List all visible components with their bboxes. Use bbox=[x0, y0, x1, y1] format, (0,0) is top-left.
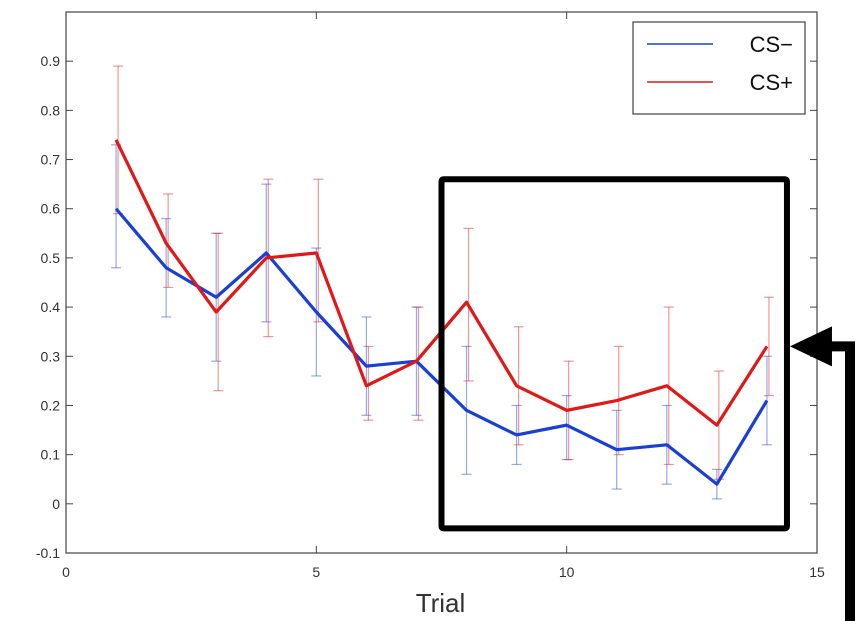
x-tick-label: 5 bbox=[312, 564, 320, 580]
legend-label: CS− bbox=[750, 32, 793, 57]
y-tick-label: 0.6 bbox=[41, 201, 61, 217]
plot-area bbox=[65, 11, 818, 554]
y-tick-label: 0.9 bbox=[41, 53, 61, 69]
legend-box bbox=[632, 21, 806, 115]
y-tick-label: 0.2 bbox=[41, 397, 61, 413]
plot-frame bbox=[65, 11, 818, 554]
y-tick-label: 0.1 bbox=[41, 447, 61, 463]
y-tick-label: -0.1 bbox=[36, 545, 60, 561]
x-tick-label: 15 bbox=[809, 564, 825, 580]
legend: CS− CS+ bbox=[632, 21, 806, 115]
y-tick-label: 0.5 bbox=[41, 250, 61, 266]
annotations bbox=[438, 176, 855, 621]
y-axis-ticks: -0.1 0 0.1 0.2 0.3 0.4 0.5 0.6 0.7 0.8 0.9 bbox=[36, 53, 817, 561]
y-tick-label: 0.7 bbox=[41, 152, 61, 168]
arrow-head bbox=[789, 326, 832, 367]
y-tick-label: 0.8 bbox=[41, 102, 61, 118]
x-tick-label: 0 bbox=[62, 564, 70, 580]
legend-label: CS+ bbox=[750, 70, 793, 95]
y-tick-label: 0 bbox=[52, 496, 60, 512]
y-tick-label: 0.4 bbox=[41, 299, 61, 315]
x-axis-ticks: 0 5 10 15 bbox=[62, 12, 825, 580]
x-axis-label: Trial bbox=[416, 588, 466, 618]
x-tick-label: 10 bbox=[559, 564, 575, 580]
y-tick-label: 0.3 bbox=[41, 348, 61, 364]
highlight-box bbox=[438, 176, 790, 532]
